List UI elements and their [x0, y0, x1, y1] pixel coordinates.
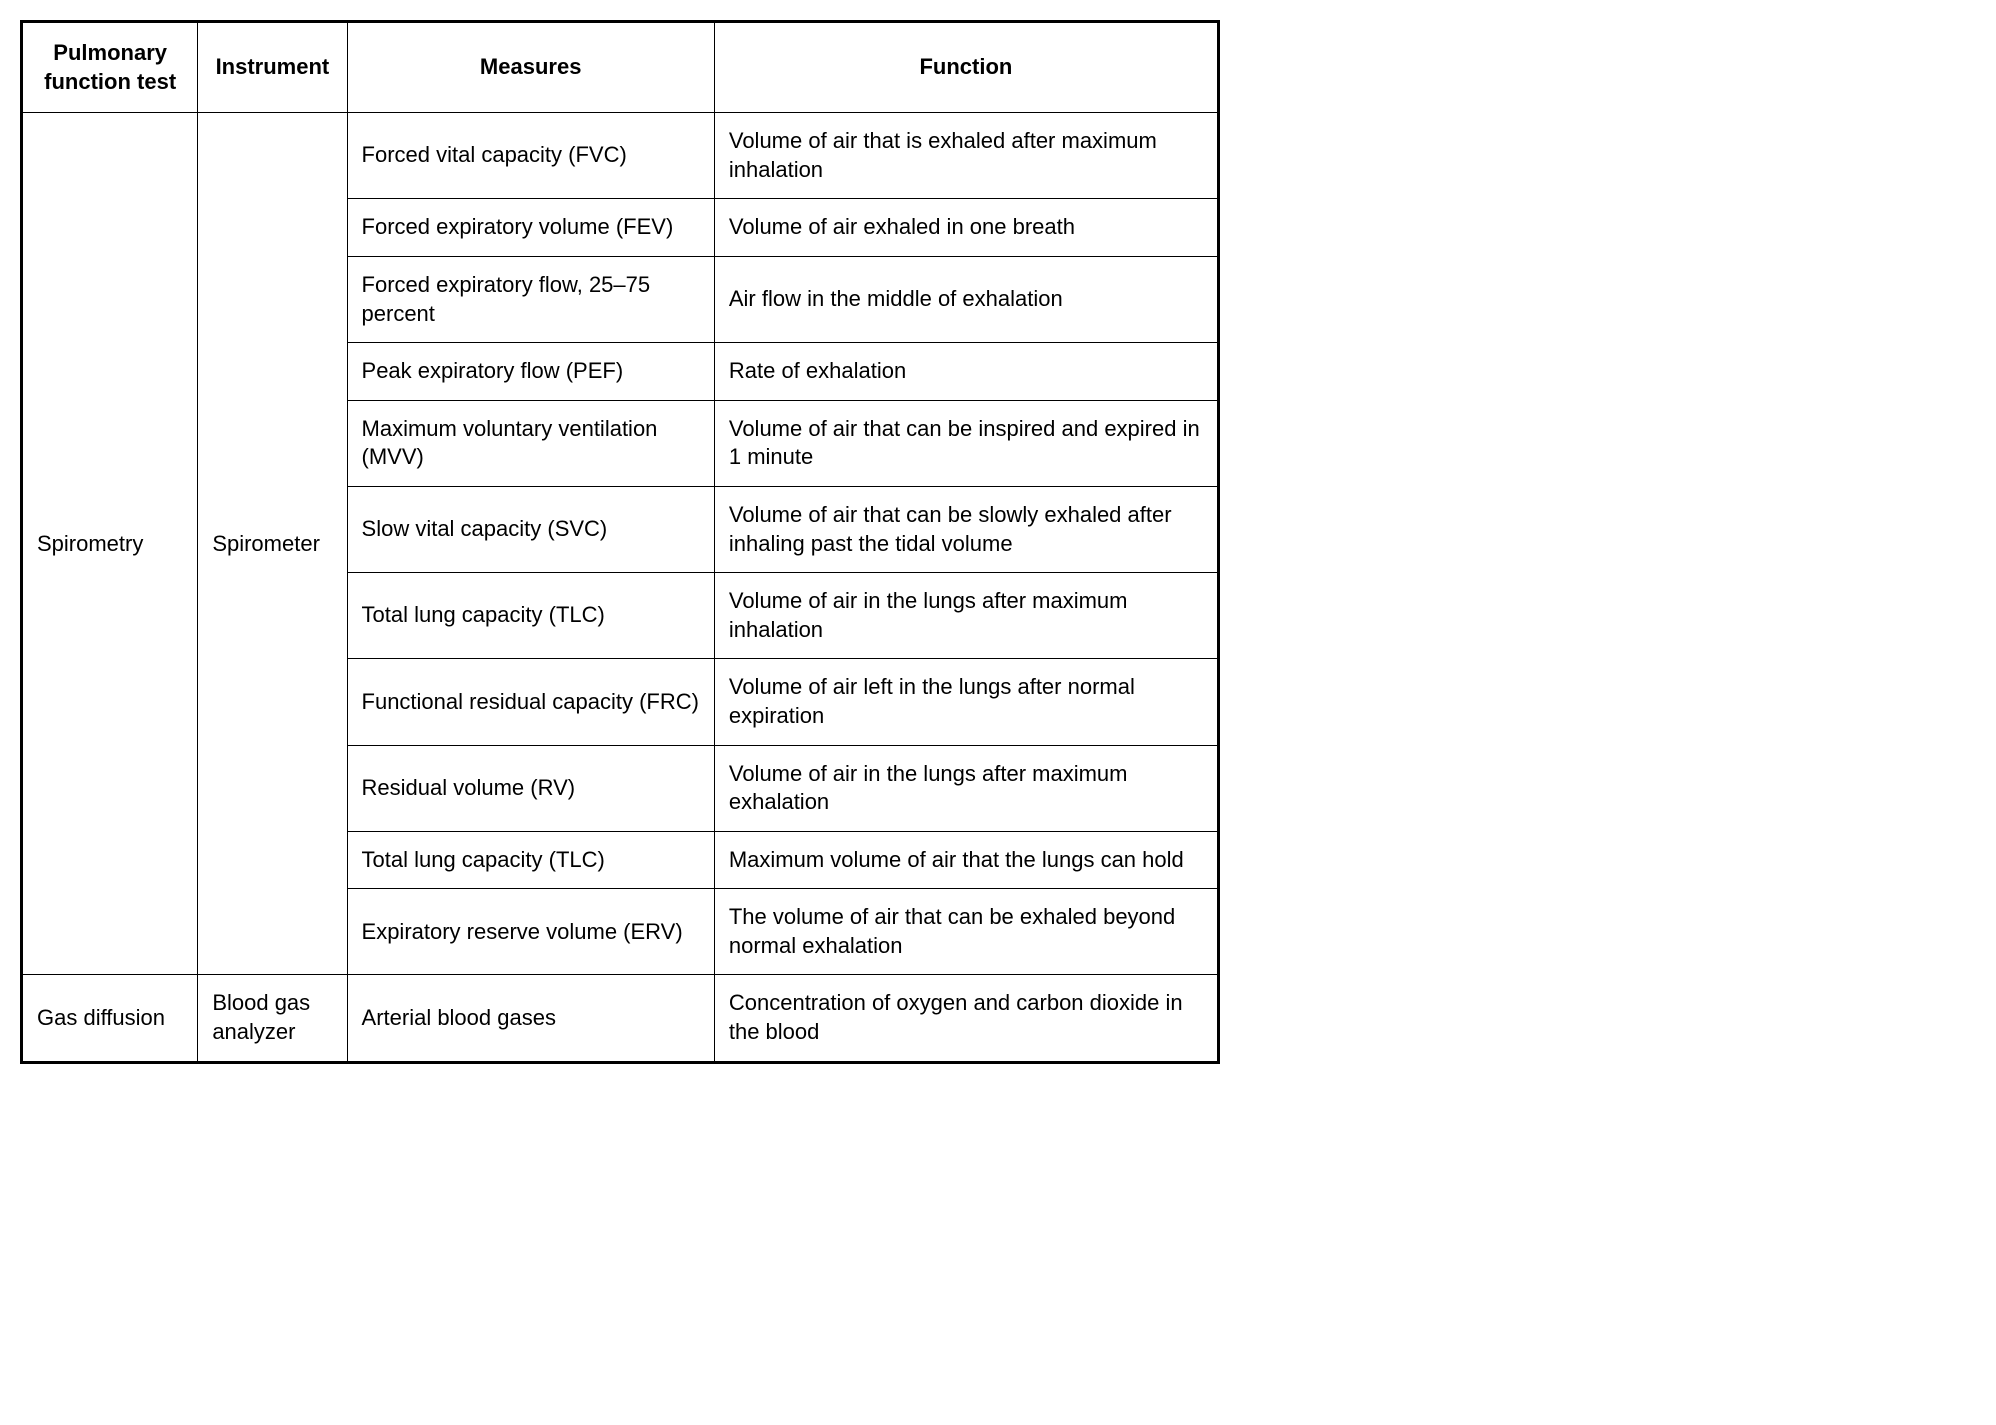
table-row: Spirometry Spirometer Forced vital capac… [22, 113, 1219, 199]
cell-function: Volume of air in the lungs after maximum… [714, 745, 1218, 831]
cell-function: Volume of air that can be slowly exhaled… [714, 486, 1218, 572]
pulmonary-function-table: Pulmonary function test Instrument Measu… [20, 20, 1220, 1064]
cell-function: Volume of air that is exhaled after maxi… [714, 113, 1218, 199]
cell-function: Maximum volume of air that the lungs can… [714, 831, 1218, 889]
cell-instrument: Blood gas analyzer [198, 975, 347, 1062]
table-row: Gas diffusion Blood gas analyzer Arteria… [22, 975, 1219, 1062]
cell-measure: Maximum voluntary ventilation (MVV) [347, 400, 714, 486]
cell-measure: Slow vital capacity (SVC) [347, 486, 714, 572]
col-header-function: Function [714, 22, 1218, 113]
cell-measure: Functional residual capacity (FRC) [347, 659, 714, 745]
cell-measure: Residual volume (RV) [347, 745, 714, 831]
cell-measure: Peak expiratory flow (PEF) [347, 343, 714, 401]
cell-measure: Forced expiratory volume (FEV) [347, 199, 714, 257]
cell-function: Volume of air exhaled in one breath [714, 199, 1218, 257]
cell-instrument: Spirometer [198, 113, 347, 975]
col-header-measures: Measures [347, 22, 714, 113]
cell-function: The volume of air that can be exhaled be… [714, 889, 1218, 975]
cell-function: Volume of air that can be inspired and e… [714, 400, 1218, 486]
cell-function: Volume of air in the lungs after maximum… [714, 573, 1218, 659]
col-header-test: Pulmonary function test [22, 22, 198, 113]
cell-measure: Total lung capacity (TLC) [347, 831, 714, 889]
cell-measure: Arterial blood gases [347, 975, 714, 1062]
cell-function: Volume of air left in the lungs after no… [714, 659, 1218, 745]
table-header-row: Pulmonary function test Instrument Measu… [22, 22, 1219, 113]
cell-function: Air flow in the middle of exhalation [714, 256, 1218, 342]
cell-measure: Forced vital capacity (FVC) [347, 113, 714, 199]
cell-test: Gas diffusion [22, 975, 198, 1062]
col-header-instrument: Instrument [198, 22, 347, 113]
cell-measure: Expiratory reserve volume (ERV) [347, 889, 714, 975]
cell-function: Rate of exhalation [714, 343, 1218, 401]
cell-measure: Forced expiratory flow, 25–75 percent [347, 256, 714, 342]
cell-measure: Total lung capacity (TLC) [347, 573, 714, 659]
cell-function: Concentration of oxygen and carbon dioxi… [714, 975, 1218, 1062]
cell-test: Spirometry [22, 113, 198, 975]
